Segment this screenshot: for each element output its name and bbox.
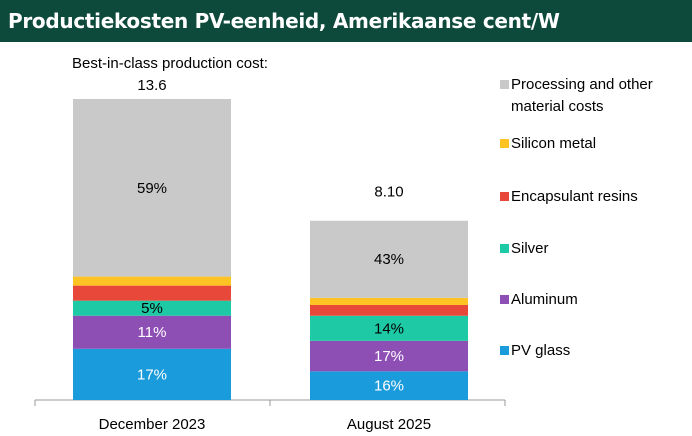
bar-segment	[310, 304, 468, 316]
segment-label: 17%	[374, 348, 404, 365]
legend-label: Aluminum	[511, 291, 578, 308]
legend-item: Silver	[500, 238, 680, 260]
legend-swatch	[500, 139, 509, 148]
header: Productiekosten PV-eenheid, Amerikaanse …	[0, 0, 692, 42]
bar-segment	[310, 220, 468, 298]
bar-segment	[73, 300, 231, 316]
bar-segment	[73, 315, 231, 349]
legend-label: Silicon metal	[511, 135, 597, 152]
legend-label: Silver	[511, 240, 549, 257]
segment-label: 59%	[137, 180, 167, 197]
legend-item: PV glass	[500, 340, 680, 362]
segment-label: 5%	[141, 300, 163, 317]
legend-swatch	[500, 346, 509, 355]
legend-swatch	[500, 80, 509, 89]
x-tick-label: August 2025	[347, 416, 431, 433]
legend-label: Encapsulant resins	[511, 188, 638, 205]
legend-label: PV glass	[511, 342, 571, 359]
legend-swatch	[500, 192, 509, 201]
legend-swatch	[500, 244, 509, 253]
bar-segment	[73, 99, 231, 277]
bar-segment	[310, 371, 468, 400]
total-label: 13.6	[137, 77, 166, 94]
bar-segment	[73, 276, 231, 286]
annotation: Best-in-class production cost:	[72, 55, 268, 72]
bar-segment	[310, 297, 468, 305]
bar-segment	[73, 348, 231, 400]
bar-segment	[310, 340, 468, 372]
bar-segment	[310, 315, 468, 341]
segment-label: 17%	[137, 366, 167, 383]
bar-segment	[73, 285, 231, 301]
segment-label: 11%	[138, 324, 167, 341]
legend-swatch	[500, 295, 509, 304]
legend-item: Encapsulant resins	[500, 186, 680, 208]
legend-item: Silicon metal	[500, 133, 680, 155]
segment-label: 14%	[374, 320, 404, 337]
legend-item: Processing and other material costs	[500, 74, 680, 118]
x-tick-label: December 2023	[99, 416, 206, 433]
legend-label: Processing and other material costs	[511, 76, 653, 115]
chart-title: Productiekosten PV-eenheid, Amerikaanse …	[8, 9, 560, 33]
legend-item: Aluminum	[500, 289, 680, 311]
total-label: 8.10	[374, 184, 403, 201]
segment-label: 43%	[374, 251, 404, 268]
segment-label: 16%	[374, 378, 404, 395]
